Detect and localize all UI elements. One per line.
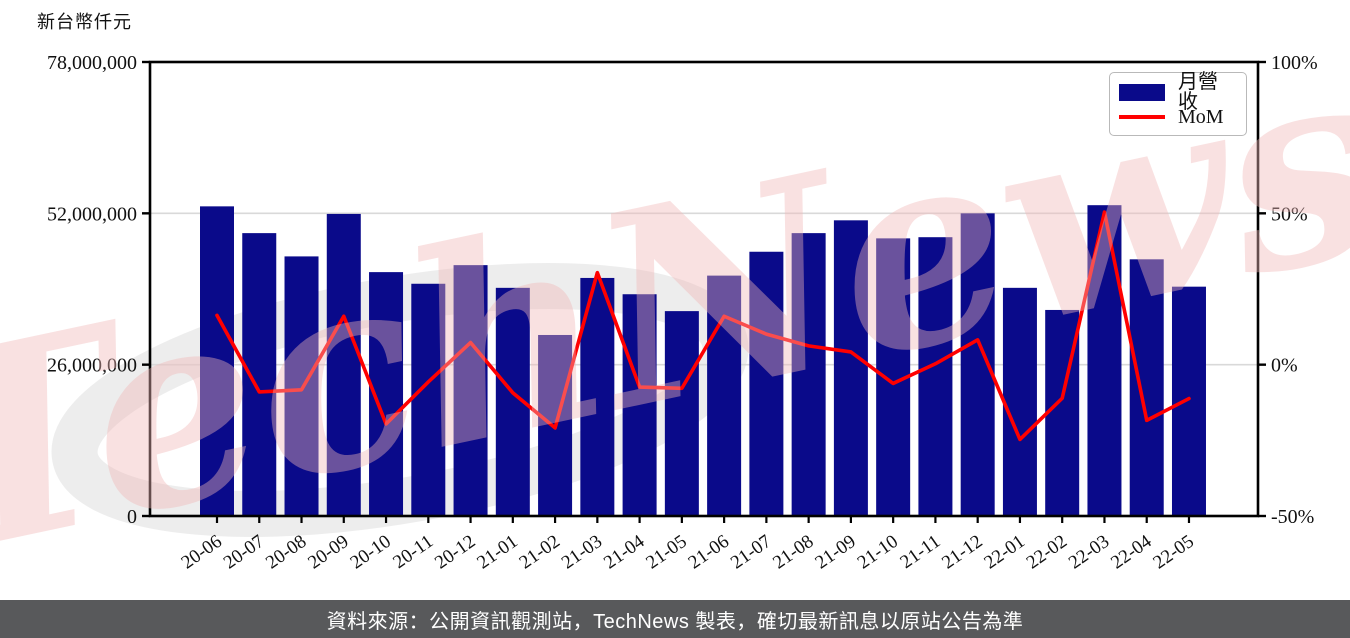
left-tick-label: 78,000,000 [47,52,137,74]
right-tick-label: 50% [1271,203,1308,225]
x-tick-label: 21-09 [811,531,859,574]
x-tick-label: 21-08 [769,531,817,574]
x-tick-label: 21-01 [473,531,521,574]
chart-legend: 月營收 MoM [1109,72,1247,136]
legend-item-revenue: 月營收 [1119,72,1236,112]
plot-border [148,60,1260,518]
revenue-bar [749,251,784,516]
revenue-bar [411,283,446,516]
legend-revenue-label: 月營收 [1178,71,1218,114]
x-tick-label: 21-06 [685,531,733,574]
x-tick-label: 21-05 [642,531,690,574]
x-tick-label: 21-02 [516,531,564,574]
y-axis-unit-label: 新台幣仟元 [37,12,132,32]
right-tick-label: 0% [1271,355,1298,377]
revenue-bar [622,294,657,516]
right-tick-label: -50% [1271,506,1314,528]
revenue-bar [453,265,488,516]
x-tick-label: 21-11 [897,531,945,573]
revenue-bar [664,311,699,516]
revenue-bar [326,213,361,516]
left-tick-label: 0 [127,506,137,528]
revenue-bar [1002,287,1037,516]
revenue-bar [200,206,234,516]
legend-mom-label: MoM [1178,105,1224,128]
revenue-bar [833,220,868,517]
left-tick-label: 26,000,000 [47,355,137,377]
x-tick-label: 20-10 [347,531,395,574]
x-tick-label: 21-03 [558,531,606,574]
x-tick-label: 21-04 [600,531,649,574]
x-tick-label: 22-03 [1065,531,1113,574]
mom-line [215,210,1191,442]
x-tick-label: 20-11 [389,531,437,573]
right-tick-label: 100% [1271,52,1318,74]
x-tick-label: 21-07 [727,531,775,574]
mom-line-swatch-icon [1119,114,1165,119]
source-footer-text: 資料來源：公開資訊觀測站，TechNews 製表，確切最新訊息以原站公告為準 [326,610,1024,633]
x-tick-label: 22-02 [1023,531,1071,574]
revenue-bar [918,237,953,516]
revenue-bar-swatch-icon [1119,83,1165,101]
legend-item-mom: MoM [1119,105,1236,129]
x-tick-label: 21-12 [938,531,986,574]
revenue-bar [1171,286,1206,516]
x-tick-label: 22-04 [1107,531,1156,574]
left-tick-label: 52,000,000 [47,203,137,225]
revenue-bar [791,233,826,516]
x-tick-label: 22-01 [980,531,1028,574]
x-tick-label: 20-12 [431,531,479,574]
x-tick-label: 22-05 [1149,531,1197,574]
source-footer-bar: 資料來源：公開資訊觀測站，TechNews 製表，確切最新訊息以原站公告為準 [0,600,1350,638]
x-tick-label: 21-10 [854,531,902,574]
revenue-bar [1129,259,1164,516]
